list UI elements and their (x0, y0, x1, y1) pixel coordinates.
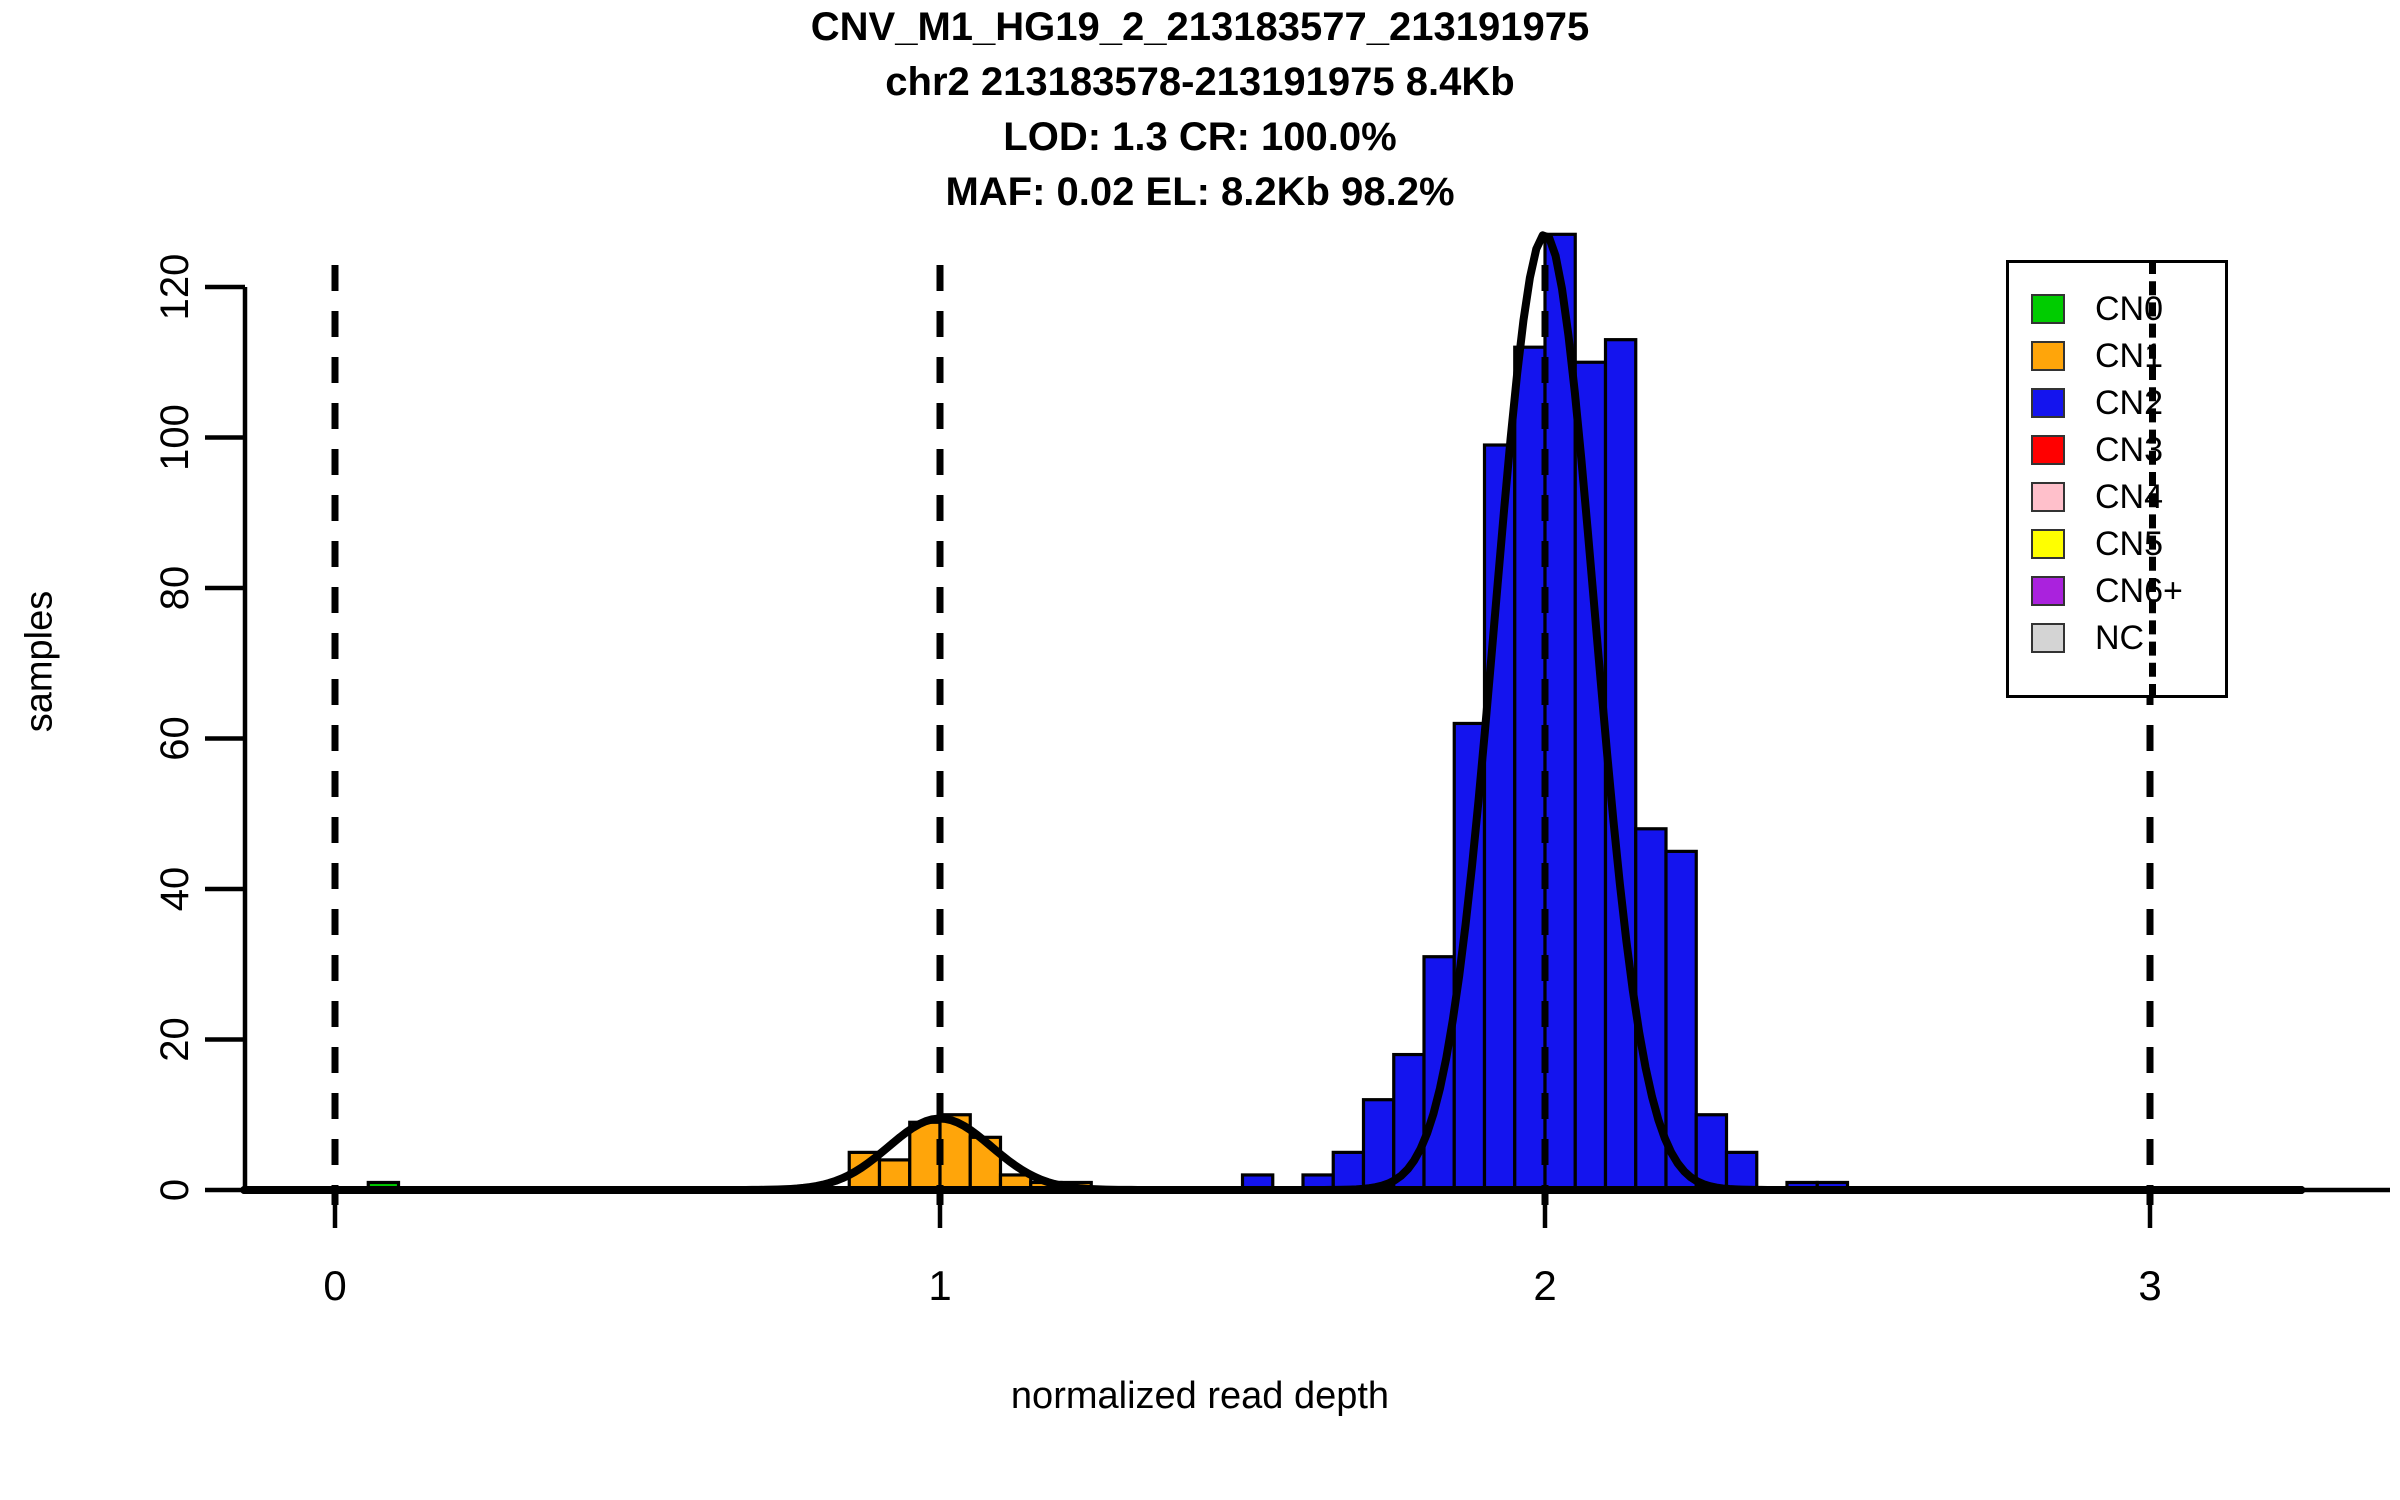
histogram-bar-cn2 (1331, 1150, 1366, 1192)
y-tick-label-60: 60 (153, 716, 197, 761)
chart-title-block: CNV_M1_HG19_2_213183577_213191975 chr2 2… (0, 0, 2400, 220)
title-line-4: MAF: 0.02 EL: 8.2Kb 98.2% (945, 170, 1455, 214)
histogram-bar-cn1 (908, 1120, 942, 1192)
histogram-bar-cn2 (1664, 849, 1698, 1192)
density-curve-cn2-fit (240, 231, 2306, 1194)
legend-swatch-cn1 (2031, 340, 2065, 371)
y-tick-label-40: 40 (153, 867, 197, 912)
legend-label-cn6plus: CN6+ (2095, 571, 2183, 610)
legend-swatch-nc (2031, 622, 2065, 653)
legend-item[interactable]: CN3 (2009, 426, 2225, 473)
x-tick-label-1: 1 (928, 1262, 951, 1309)
y-tick-label-20: 20 (153, 1017, 197, 1062)
histogram-bar-cn2 (1724, 1150, 1759, 1192)
bars-layer (366, 232, 1850, 1192)
reference-line-3-over-legend (2149, 260, 2156, 698)
x-tick-label-0: 0 (323, 1262, 346, 1309)
legend-box: CN0 CN1 CN2 CN3 CN4 CN5 CN6+ NC (2006, 260, 2228, 698)
legend-item[interactable]: CN6+ (2009, 567, 2225, 614)
histogram-bar-cn1 (877, 1158, 912, 1192)
histogram-bar-cn2 (1513, 345, 1547, 1192)
legend-swatch-cn5 (2031, 528, 2065, 559)
histogram-bar-cn2 (1361, 1098, 1396, 1192)
legend-item[interactable]: CN1 (2009, 332, 2225, 379)
x-tick-label-2: 2 (1533, 1262, 1556, 1309)
y-tick-label-100: 100 (153, 404, 197, 471)
legend-item[interactable]: CN2 (2009, 379, 2225, 426)
legend-swatch-cn0 (2031, 293, 2065, 324)
x-axis-label: normalized read depth (1010, 1375, 1390, 1417)
legend-label-nc: NC (2095, 618, 2145, 657)
histogram-bar-cn2 (1694, 1113, 1729, 1192)
x-tick-label-3: 3 (2138, 1262, 2161, 1309)
legend-swatch-cn2 (2031, 387, 2065, 418)
y-tick-label-0: 0 (153, 1179, 197, 1201)
legend-swatch-cn4 (2031, 481, 2065, 512)
density-curves-layer (240, 231, 2306, 1194)
legend-item[interactable]: CN5 (2009, 520, 2225, 567)
title-line-3: LOD: 1.3 CR: 100.0% (1003, 115, 1397, 159)
title-line-2: chr2 213183578-213191975 8.4Kb (885, 60, 1515, 104)
legend-item[interactable]: NC (2009, 614, 2225, 661)
legend-item[interactable]: CN0 (2009, 285, 2225, 332)
title-line-1: CNV_M1_HG19_2_213183577_213191975 (810, 5, 1590, 49)
legend-swatch-cn6plus (2031, 575, 2065, 606)
axis-layer (205, 284, 2390, 1228)
vertical-reference-lines (331, 265, 2154, 1205)
y-tick-label-120: 120 (153, 254, 197, 321)
legend-swatch-cn3 (2031, 434, 2065, 465)
legend-item[interactable]: CN4 (2009, 473, 2225, 520)
tick-labels-layer: 0 20 40 60 80 100 120 0 1 2 3 (153, 254, 2162, 1309)
y-tick-label-80: 80 (153, 566, 197, 611)
